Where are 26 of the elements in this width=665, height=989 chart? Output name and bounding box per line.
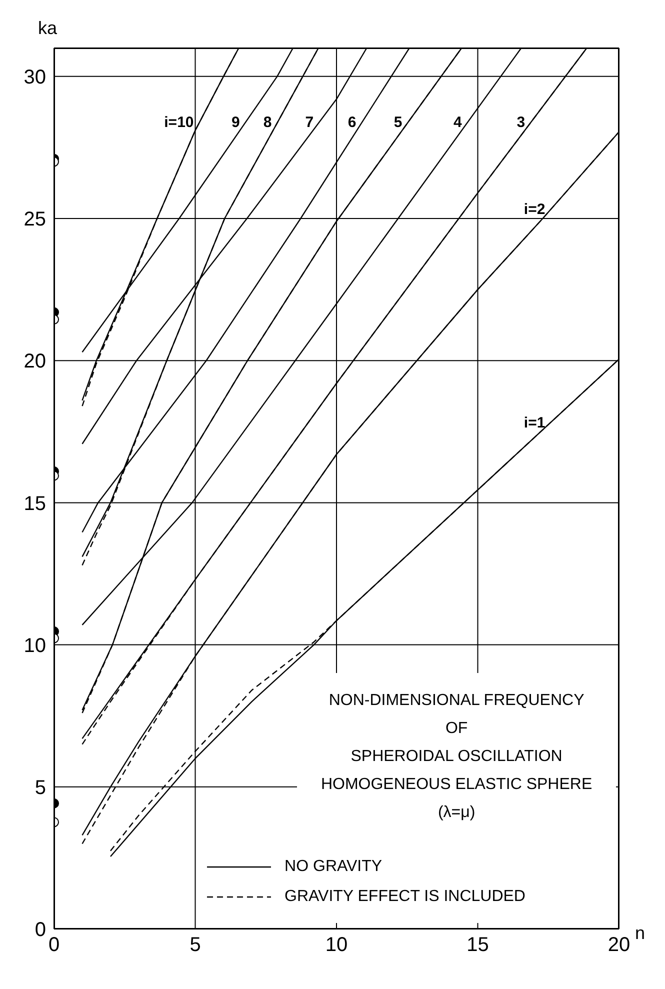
annotation: 7 [305, 114, 314, 132]
y-tick-label: 15 [24, 492, 46, 515]
y-tick-label: 10 [24, 634, 46, 657]
annotation: i=10 [164, 114, 194, 132]
x-tick-label: 15 [466, 934, 489, 956]
annotation: 5 [394, 114, 402, 132]
y-tick-label: 30 [24, 66, 46, 89]
x-tick-label: 20 [608, 934, 630, 956]
legend-label: GRAVITY EFFECT IS INCLUDED [284, 888, 526, 906]
annotation: 6 [348, 114, 356, 132]
y-tick-label: 0 [34, 919, 46, 942]
x-tick-label: 5 [190, 934, 201, 956]
text: NON-DIMENSIONAL FREQUENCY OF SPHEROIDAL OSCILLATION HOMOGENEOUS ELASTIC SPHERE (λ=μ) [320, 691, 594, 824]
annotation: 9 [231, 114, 240, 132]
y-tick-label: 5 [34, 777, 46, 800]
y-axis-title: ka [38, 18, 58, 39]
annotation: 3 [516, 114, 526, 132]
annotation: 4 [454, 114, 463, 132]
y-tick-label: 20 [24, 350, 46, 373]
annotation: 8 [263, 114, 272, 132]
annotation: i=2 [524, 201, 546, 218]
annotation: i=1 [524, 414, 546, 432]
legend-label: NO GRAVITY [284, 858, 382, 876]
x-axis-title: n [635, 923, 646, 944]
x-tick-label: 10 [325, 934, 348, 956]
y-tick-label: 25 [24, 208, 46, 231]
